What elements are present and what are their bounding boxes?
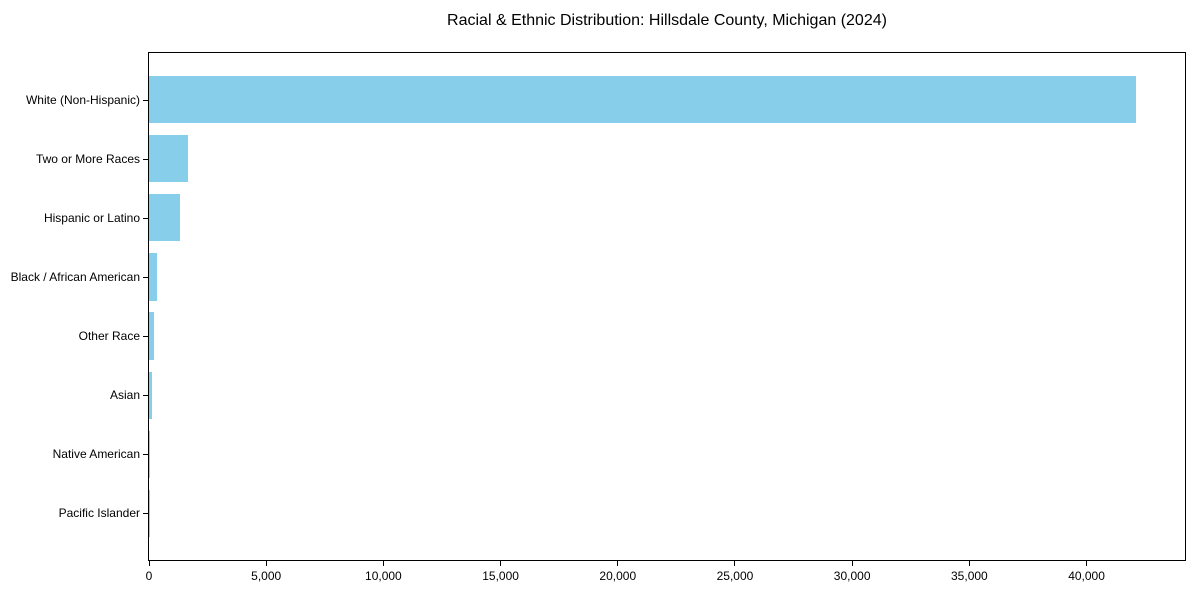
bar — [149, 430, 151, 478]
x-tick-mark — [734, 561, 736, 566]
y-tick-label: Asian — [109, 388, 140, 403]
x-tick-mark — [265, 561, 267, 566]
y-tick-mark — [143, 454, 148, 456]
bar — [149, 194, 180, 242]
bar — [149, 76, 1136, 124]
bar — [149, 135, 188, 183]
y-tick-label: Two or More Races — [35, 151, 140, 166]
y-tick-label: Black / African American — [10, 269, 140, 284]
x-tick-mark — [148, 561, 150, 566]
x-tick-label: 0 — [145, 569, 153, 583]
x-tick-label: 20,000 — [599, 569, 637, 583]
x-tick-label: 35,000 — [951, 569, 988, 583]
x-tick-label: 5,000 — [251, 569, 282, 583]
x-tick-label: 30,000 — [833, 569, 871, 583]
x-tick-label: 15,000 — [482, 569, 519, 583]
y-tick-mark — [143, 276, 148, 278]
bar — [149, 253, 158, 301]
y-tick-label: Other Race — [78, 329, 140, 344]
y-tick-label: White (Non-Hispanic) — [25, 92, 140, 107]
y-tick-mark — [143, 158, 148, 160]
y-tick-mark — [143, 336, 148, 338]
y-tick-label: Native American — [52, 447, 140, 462]
y-tick-mark — [143, 217, 148, 219]
y-tick-mark — [143, 395, 148, 397]
x-tick-mark — [1086, 561, 1088, 566]
bar — [149, 371, 153, 419]
x-tick-mark — [851, 561, 853, 566]
y-tick-mark — [143, 513, 148, 515]
x-tick-mark — [382, 561, 384, 566]
chart-title: Racial & Ethnic Distribution: Hillsdale … — [447, 12, 887, 29]
x-tick-mark — [968, 561, 970, 566]
y-tick-mark — [143, 99, 148, 101]
plot-area — [148, 52, 1186, 561]
x-tick-mark — [500, 561, 502, 566]
x-tick-mark — [617, 561, 619, 566]
bar — [149, 312, 155, 360]
x-tick-label: 25,000 — [716, 569, 754, 583]
y-tick-label: Pacific Islander — [58, 506, 140, 521]
x-tick-label: 10,000 — [365, 569, 402, 583]
y-tick-label: Hispanic or Latino — [43, 210, 140, 225]
x-tick-label: 40,000 — [1068, 569, 1105, 583]
